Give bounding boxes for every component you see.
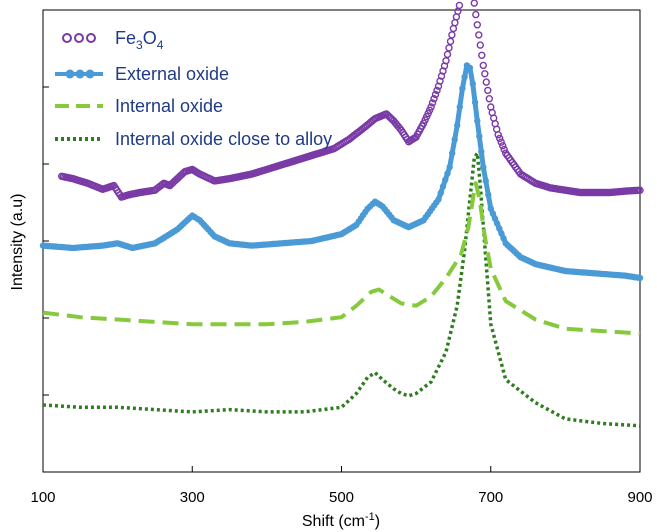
marker-fe3o4-241: [442, 57, 450, 65]
marker-fe3o4-246: [449, 24, 458, 33]
series-external-oxide: [39, 62, 644, 282]
marker-external-oxide-190: [466, 64, 474, 72]
marker-fe3o4-232: [428, 99, 437, 107]
marker-fe3o4-260: [472, 10, 480, 19]
legend-item-internal-oxide-close-to-alloy: Internal oxide close to alloy: [55, 129, 332, 149]
marker-fe3o4-247: [451, 19, 459, 27]
marker-fe3o4-277: [497, 138, 505, 146]
marker-fe3o4-268: [484, 86, 492, 95]
marker-external-oxide-178: [437, 189, 444, 197]
marker-external-oxide-188: [461, 73, 468, 81]
x-tick-label-900: 900: [627, 489, 652, 506]
marker-external-oxide-187: [459, 85, 466, 92]
marker-fe3o4-263: [476, 41, 484, 49]
series-fe3o4: [58, 0, 644, 201]
marker-fe3o4-261: [473, 21, 481, 29]
legend-label-external-oxide: External oxide: [115, 64, 229, 84]
marker-external-oxide-197: [482, 177, 489, 185]
marker-external-oxide-201: [491, 215, 499, 222]
marker-fe3o4-264: [478, 51, 486, 59]
legend-label-fe3o4: Fe3O4: [115, 28, 164, 52]
marker-external-oxide-185: [454, 122, 461, 129]
legend-item-external-oxide: External oxide: [55, 64, 229, 84]
marker-fe3o4-242: [443, 50, 452, 59]
marker-fe3o4-231: [427, 103, 435, 111]
marker-external-oxide-177: [435, 196, 442, 203]
legend-label-internal-oxide: Internal oxide: [115, 96, 223, 116]
series-internal-oxide: [42, 181, 641, 336]
marker-external-oxide-192: [471, 99, 479, 106]
marker-fe3o4-243: [445, 44, 453, 52]
marker-external-oxide-204: [498, 230, 505, 237]
marker-fe3o4-276: [496, 134, 504, 143]
marker-fe3o4-259: [470, 0, 478, 7]
x-tick-label-500: 500: [329, 489, 354, 506]
legend: Fe3O4 External oxide Internal oxide Inte…: [55, 28, 332, 149]
marker-fe3o4-244: [446, 37, 455, 46]
marker-external-oxide-183: [449, 150, 456, 157]
marker-external-oxide-182: [446, 163, 453, 171]
legend-item-internal-oxide: Internal oxide: [55, 96, 223, 116]
series-layer: [39, 0, 644, 428]
marker-external-oxide-184: [451, 136, 458, 143]
marker-external-oxide-199: [487, 205, 494, 212]
marker-external-oxide-203: [496, 225, 503, 232]
marker-external-oxide-200: [489, 210, 497, 217]
legend-label-internal-oxide-close-to-alloy: Internal oxide close to alloy: [115, 129, 332, 149]
marker-external-oxide-191: [469, 80, 476, 88]
marker-fe3o4-250: [455, 1, 464, 10]
marker-external-oxide-193: [474, 117, 481, 125]
marker-external-oxide-205: [500, 235, 507, 242]
y-ticks: [43, 9, 49, 396]
x-tick-label-100: 100: [30, 489, 55, 506]
legend-marker-fe3o4: [62, 33, 96, 43]
marker-fe3o4-361: [636, 186, 644, 194]
marker-external-oxide-194: [476, 133, 483, 140]
marker-fe3o4-234: [431, 90, 440, 99]
marker-fe3o4-262: [475, 31, 483, 39]
marker-external-oxide-202: [493, 220, 501, 227]
x-tick-label-300: 300: [180, 489, 205, 506]
marker-fe3o4-245: [448, 31, 456, 39]
marker-fe3o4-269: [485, 94, 493, 103]
marker-external-oxide-195: [478, 148, 485, 155]
marker-fe3o4-266: [481, 70, 489, 78]
marker-fe3o4-249: [454, 7, 462, 15]
marker-external-oxide-179: [439, 183, 447, 190]
marker-external-oxide-181: [444, 170, 451, 177]
x-axis-title: Shift (cm-1): [302, 511, 380, 530]
marker-fe3o4-267: [482, 78, 490, 86]
marker-fe3o4-275: [494, 130, 502, 139]
legend-item-fe3o4: Fe3O4: [62, 28, 164, 52]
series-internal-oxide-close-to-alloy: [42, 148, 641, 428]
series-line-internal-oxide: [42, 181, 641, 336]
y-axis-title: Intensity (a.u): [9, 194, 26, 291]
legend-marker-external-oxide: [55, 69, 103, 79]
marker-external-oxide-180: [442, 176, 449, 184]
marker-external-oxide-196: [480, 163, 487, 171]
x-tick-label-700: 700: [478, 489, 503, 506]
marker-fe3o4-235: [433, 86, 441, 95]
series-line-internal-oxide-close-to-alloy: [42, 148, 641, 428]
marker-fe3o4-279: [500, 145, 508, 154]
marker-external-oxide-198: [485, 191, 492, 198]
marker-fe3o4-265: [479, 61, 487, 70]
marker-fe3o4-278: [499, 142, 507, 150]
x-ticks: 100 300 500 700 900: [30, 466, 653, 506]
marker-external-oxide-186: [456, 103, 463, 111]
marker-external-oxide-266: [636, 274, 644, 282]
marker-fe3o4-233: [430, 94, 438, 103]
